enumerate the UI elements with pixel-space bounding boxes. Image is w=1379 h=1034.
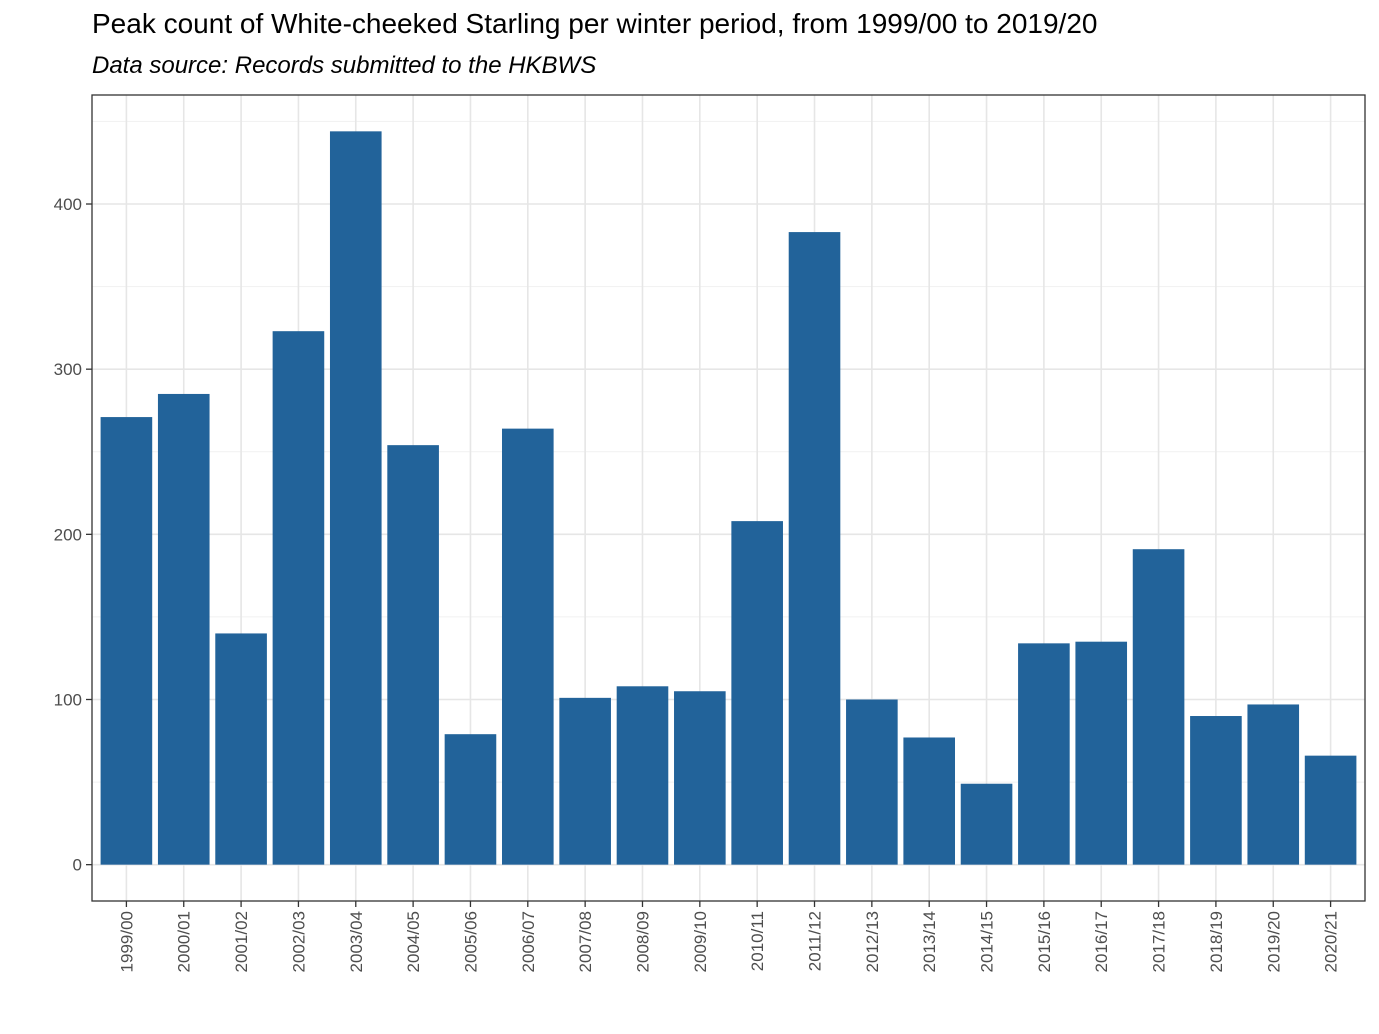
x-tick-label: 2013/14 [920, 911, 939, 972]
bars-group [100, 131, 1357, 865]
bar-2008-09 [616, 686, 669, 865]
x-tick-label: 2019/20 [1264, 911, 1283, 972]
bar-2012-13 [846, 699, 898, 865]
x-tick-label: 2005/06 [461, 911, 480, 972]
bar-2001-02 [215, 633, 267, 865]
bar-2000-01 [157, 393, 210, 865]
y-axis: 0 100 200 300 400 [54, 195, 92, 875]
y-tick-label: 100 [54, 691, 82, 710]
y-tick-label: 300 [54, 360, 82, 379]
x-tick-label: 2015/16 [1035, 911, 1054, 972]
x-tick-label: 2017/18 [1150, 911, 1169, 972]
bar-2015-16 [1018, 643, 1070, 865]
x-tick-label: 2002/03 [289, 911, 308, 972]
x-tick-label: 2000/01 [175, 911, 194, 972]
bar-2013-14 [903, 737, 956, 865]
bar-2007-08 [559, 697, 611, 865]
bar-2014-15 [960, 783, 1013, 865]
bar-2004-05 [387, 445, 439, 865]
bar-2003-04 [329, 131, 382, 865]
x-tick-label: 2011/12 [806, 911, 825, 971]
x-tick-label: 2014/15 [978, 911, 997, 972]
bar-1999-00 [100, 417, 153, 865]
bar-2009-10 [674, 691, 726, 865]
bar-2005-06 [444, 734, 497, 865]
y-tick-label: 200 [54, 525, 82, 544]
x-tick-label: 2016/17 [1092, 911, 1111, 972]
x-axis: 1999/00 2000/01 2001/02 2002/03 2003/04 2004/… [117, 901, 1341, 972]
y-tick-label: 0 [73, 856, 82, 875]
x-tick-label: 2003/04 [347, 911, 366, 972]
chart-subtitle: Data source: Records submitted to the HK… [92, 52, 597, 79]
x-tick-label: 1999/00 [117, 911, 136, 972]
plot-panel-border [91, 94, 1366, 902]
x-tick-label: 2010/11 [748, 911, 767, 971]
bar-2016-17 [1075, 641, 1128, 865]
x-tick-label: 2006/07 [519, 911, 538, 972]
x-tick-label: 2020/21 [1322, 911, 1341, 972]
x-tick-label: 2009/10 [691, 911, 710, 972]
x-tick-label: 2007/08 [576, 911, 595, 972]
bar-2019-20 [1247, 704, 1300, 865]
x-tick-label: 2008/09 [633, 911, 652, 972]
x-tick-label: 2018/19 [1207, 911, 1226, 972]
bar-2006-07 [501, 428, 554, 865]
y-tick-label: 400 [54, 195, 82, 214]
chart-title: Peak count of White-cheeked Starling per… [92, 8, 1098, 39]
bar-2002-03 [272, 331, 325, 865]
bar-2010-11 [731, 521, 783, 865]
x-tick-label: 2012/13 [863, 911, 882, 972]
x-tick-label: 2001/02 [232, 911, 251, 972]
bar-2017-18 [1132, 549, 1185, 865]
bar-2020-21 [1304, 755, 1357, 865]
x-tick-label: 2004/05 [404, 911, 423, 972]
bar-2011-12 [788, 232, 841, 865]
bar-2018-19 [1190, 716, 1242, 865]
